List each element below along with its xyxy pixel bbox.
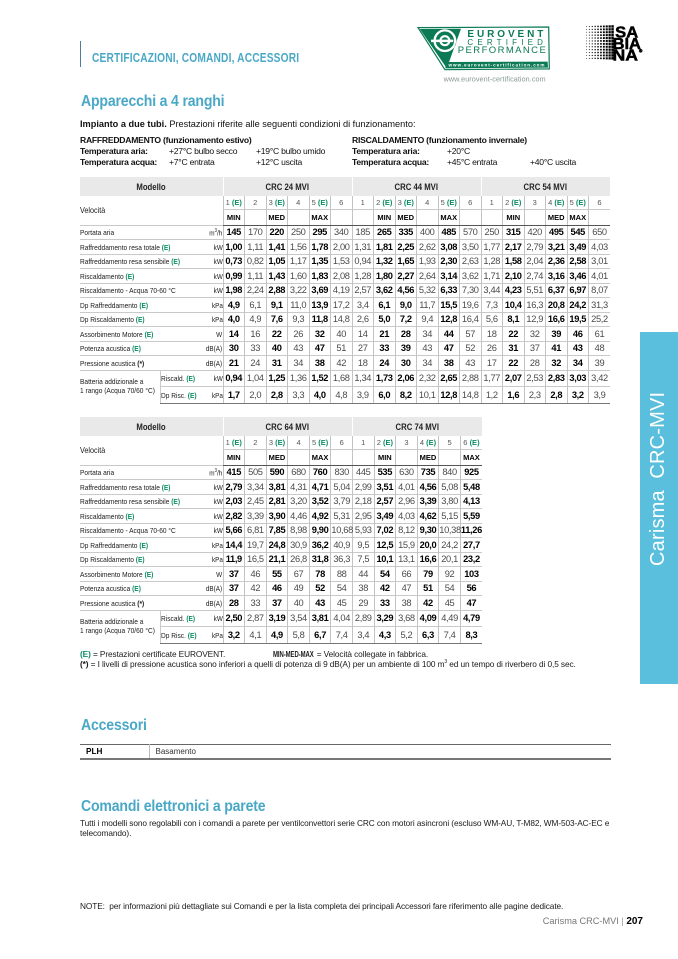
svg-text:PERFORMANCE: PERFORMANCE (458, 45, 546, 56)
svg-text:SA: SA (615, 25, 638, 42)
svg-text:www.eurovent-certification.com: www.eurovent-certification.com (448, 63, 545, 68)
svg-text:®: ® (639, 48, 643, 54)
svg-text:NA: NA (613, 47, 639, 62)
svg-text:CERTIFIED: CERTIFIED (467, 38, 543, 47)
svg-text:BIA: BIA (613, 36, 642, 53)
svg-text:www.eurovent-certification.com: www.eurovent-certification.com (443, 75, 546, 84)
